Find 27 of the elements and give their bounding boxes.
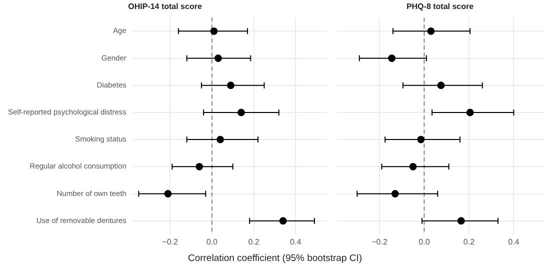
point [196, 162, 204, 170]
point [417, 136, 425, 144]
x-tick-label: −0.2 [162, 237, 178, 246]
point [388, 54, 396, 62]
point [279, 217, 287, 225]
x-axis-title: Correlation coefficient (95% bootstrap CI) [186, 253, 364, 264]
point [227, 82, 234, 90]
chart-title: PHQ-8 total score [406, 2, 474, 12]
x-tick-label: 0.4 [290, 237, 302, 246]
point [427, 27, 435, 35]
x-tick-label: 0.0 [206, 237, 218, 246]
x-tick-label: 0.2 [248, 237, 260, 246]
x-tick-label: 0.2 [463, 237, 476, 246]
point [164, 190, 172, 198]
x-tick-label: 0.4 [508, 237, 520, 246]
chart-title: OHIP-14 total score [128, 2, 202, 12]
x-tick-label: 0.0 [418, 237, 430, 246]
point [466, 108, 474, 116]
point [457, 217, 465, 225]
point [214, 54, 222, 62]
x-tick-label: −0.2 [372, 237, 388, 246]
point [437, 82, 445, 90]
point [238, 108, 245, 116]
point [210, 27, 218, 35]
point [391, 190, 399, 198]
point [409, 162, 417, 170]
point [216, 136, 224, 144]
